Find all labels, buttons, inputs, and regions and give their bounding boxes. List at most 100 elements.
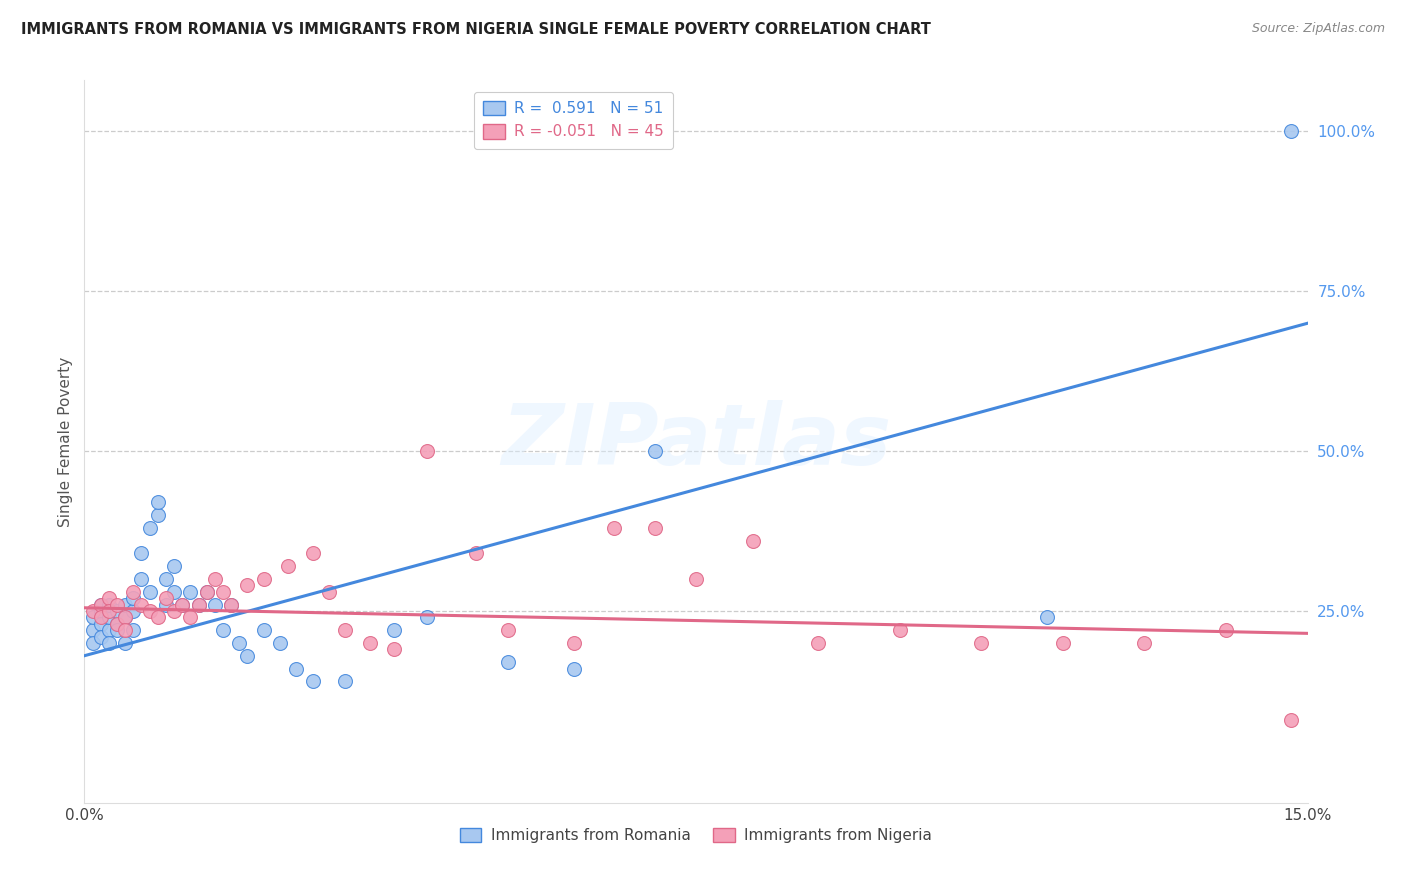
Point — [105, 598, 128, 612]
Point — [138, 521, 160, 535]
Point — [82, 623, 104, 637]
Point — [742, 533, 765, 548]
Point — [1133, 636, 1156, 650]
Point — [97, 610, 120, 624]
Point — [382, 642, 405, 657]
Point — [498, 623, 520, 637]
Point — [114, 598, 136, 612]
Point — [889, 623, 911, 637]
Point — [97, 604, 120, 618]
Point — [416, 444, 439, 458]
Point — [1035, 610, 1057, 624]
Legend: Immigrants from Romania, Immigrants from Nigeria: Immigrants from Romania, Immigrants from… — [454, 822, 938, 849]
Point — [114, 610, 136, 624]
Point — [562, 636, 585, 650]
Point — [301, 674, 323, 689]
Point — [179, 610, 201, 624]
Point — [82, 636, 104, 650]
Point — [105, 604, 128, 618]
Point — [146, 508, 169, 522]
Point — [90, 598, 112, 612]
Point — [382, 623, 405, 637]
Point — [1215, 623, 1237, 637]
Point — [114, 610, 136, 624]
Point — [97, 623, 120, 637]
Point — [90, 598, 112, 612]
Point — [204, 598, 226, 612]
Point — [187, 598, 209, 612]
Point — [172, 598, 194, 612]
Point — [464, 546, 486, 560]
Point — [603, 521, 626, 535]
Point — [122, 623, 145, 637]
Point — [146, 610, 169, 624]
Point — [97, 636, 120, 650]
Point — [155, 591, 177, 606]
Point — [146, 495, 169, 509]
Text: Source: ZipAtlas.com: Source: ZipAtlas.com — [1251, 22, 1385, 36]
Point — [335, 623, 357, 637]
Point — [285, 661, 308, 675]
Point — [90, 630, 112, 644]
Point — [97, 598, 120, 612]
Point — [114, 636, 136, 650]
Point — [228, 636, 250, 650]
Point — [1052, 636, 1074, 650]
Point — [131, 546, 153, 560]
Point — [301, 546, 323, 560]
Point — [82, 604, 104, 618]
Point — [318, 584, 340, 599]
Point — [1279, 713, 1302, 727]
Point — [269, 636, 291, 650]
Point — [90, 604, 112, 618]
Point — [416, 610, 439, 624]
Text: ZIPatlas: ZIPatlas — [501, 400, 891, 483]
Point — [105, 616, 128, 631]
Point — [212, 584, 235, 599]
Point — [97, 591, 120, 606]
Point — [236, 648, 259, 663]
Point — [105, 616, 128, 631]
Text: IMMIGRANTS FROM ROMANIA VS IMMIGRANTS FROM NIGERIA SINGLE FEMALE POVERTY CORRELA: IMMIGRANTS FROM ROMANIA VS IMMIGRANTS FR… — [21, 22, 931, 37]
Point — [163, 584, 186, 599]
Point — [90, 610, 112, 624]
Point — [122, 584, 145, 599]
Point — [138, 584, 160, 599]
Point — [1279, 124, 1302, 138]
Point — [644, 444, 666, 458]
Point — [195, 584, 218, 599]
Point — [172, 598, 194, 612]
Point — [644, 521, 666, 535]
Point — [970, 636, 993, 650]
Point — [179, 584, 201, 599]
Point — [807, 636, 830, 650]
Point — [253, 623, 276, 637]
Point — [163, 604, 186, 618]
Point — [122, 591, 145, 606]
Y-axis label: Single Female Poverty: Single Female Poverty — [58, 357, 73, 526]
Point — [335, 674, 357, 689]
Point — [90, 616, 112, 631]
Point — [359, 636, 381, 650]
Point — [212, 623, 235, 637]
Point — [138, 604, 160, 618]
Point — [204, 572, 226, 586]
Point — [163, 559, 186, 574]
Point — [195, 584, 218, 599]
Point — [685, 572, 707, 586]
Point — [253, 572, 276, 586]
Point — [105, 623, 128, 637]
Point — [82, 610, 104, 624]
Point — [187, 598, 209, 612]
Point — [498, 655, 520, 669]
Point — [131, 572, 153, 586]
Point — [131, 598, 153, 612]
Point — [219, 598, 242, 612]
Point — [114, 623, 136, 637]
Point — [236, 578, 259, 592]
Point — [562, 661, 585, 675]
Point — [122, 604, 145, 618]
Point — [219, 598, 242, 612]
Point — [155, 572, 177, 586]
Point — [155, 598, 177, 612]
